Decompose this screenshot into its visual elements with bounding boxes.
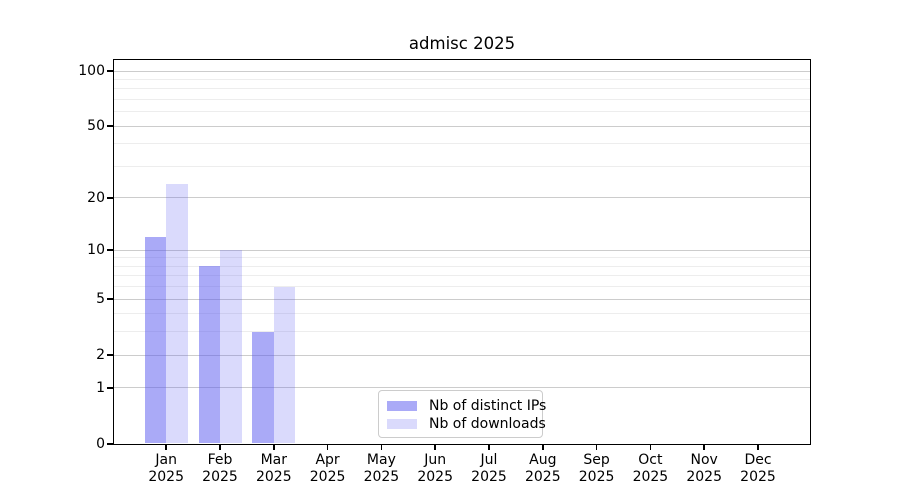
- x-tick-mark: [219, 444, 221, 450]
- minor-gridline: [114, 257, 810, 259]
- minor-gridline: [114, 331, 810, 333]
- x-tick-month: Aug: [529, 452, 557, 468]
- y-tick-label: 0: [96, 436, 105, 452]
- x-tick-mark: [542, 444, 544, 450]
- y-tick-label: 5: [96, 291, 105, 308]
- x-tick-month: Mar: [260, 452, 287, 468]
- x-tick-month: Jun: [424, 452, 447, 468]
- major-gridline: [114, 125, 810, 127]
- x-tick-label-oct: Oct 2025: [620, 452, 680, 486]
- x-tick-label-jun: Jun 2025: [405, 452, 465, 486]
- legend-row: Nb of downloads: [387, 415, 546, 433]
- x-tick-year: 2025: [202, 469, 238, 485]
- x-tick-year: 2025: [417, 469, 453, 485]
- x-tick-mark: [757, 444, 759, 450]
- x-tick-label-jan: Jan 2025: [136, 452, 196, 486]
- bar-distinct-ips-feb: [198, 266, 220, 443]
- minor-gridline: [114, 265, 810, 267]
- x-tick-month: Sep: [583, 452, 610, 468]
- y-tick-mark: [107, 70, 114, 72]
- x-tick-label-mar: Mar 2025: [244, 452, 304, 486]
- minor-gridline: [114, 313, 810, 315]
- x-tick-mark: [326, 444, 329, 450]
- legend-label: Nb of distinct IPs: [429, 398, 547, 414]
- bar-distinct-ips-jan: [144, 236, 167, 443]
- x-tick-month: Oct: [638, 452, 663, 468]
- minor-gridline: [114, 88, 810, 90]
- y-tick-mark: [107, 125, 114, 128]
- x-tick-month: Feb: [207, 452, 233, 468]
- y-tick-label: 2: [96, 347, 105, 364]
- x-tick-label-may: May 2025: [351, 452, 411, 486]
- x-tick-mark: [488, 444, 490, 450]
- chart-title: admisc 2025: [408, 34, 516, 53]
- x-tick-year: 2025: [148, 469, 184, 485]
- x-tick-year: 2025: [740, 469, 776, 485]
- x-tick-month: Dec: [744, 452, 772, 468]
- x-tick-month: May: [366, 452, 396, 468]
- y-tick-mark: [107, 354, 114, 356]
- x-tick-mark: [273, 444, 275, 450]
- y-tick-mark: [107, 249, 114, 251]
- x-tick-label-feb: Feb 2025: [190, 452, 250, 486]
- x-tick-year: 2025: [471, 469, 507, 485]
- x-tick-label-dec: Dec 2025: [728, 452, 788, 486]
- x-tick-year: 2025: [632, 469, 669, 485]
- x-tick-mark: [380, 444, 383, 450]
- x-tick-month: Jul: [480, 452, 498, 468]
- minor-gridline: [114, 143, 810, 145]
- x-tick-year: 2025: [686, 469, 722, 485]
- major-gridline: [114, 70, 810, 72]
- y-tick-mark: [107, 387, 114, 389]
- x-tick-label-nov: Nov 2025: [674, 452, 734, 486]
- plot-area: [113, 59, 811, 445]
- y-tick-mark: [107, 197, 114, 199]
- legend-swatch-icon: [387, 419, 417, 429]
- legend-row: Nb of distinct IPs: [387, 397, 546, 415]
- y-tick-mark: [107, 443, 114, 445]
- bar-downloads-mar: [273, 286, 296, 443]
- major-gridline: [114, 387, 810, 389]
- x-tick-year: 2025: [255, 469, 292, 485]
- minor-gridline: [114, 111, 810, 113]
- y-tick-label: 10: [87, 242, 105, 259]
- y-tick-label: 50: [87, 118, 105, 135]
- major-gridline: [114, 298, 810, 300]
- x-tick-label-aug: Aug 2025: [513, 452, 573, 486]
- x-tick-mark: [595, 444, 598, 450]
- legend: Nb of distinct IPs Nb of downloads: [378, 390, 546, 438]
- x-tick-mark: [703, 444, 705, 450]
- x-tick-month: Nov: [690, 452, 718, 468]
- bar-distinct-ips-mar: [252, 331, 274, 443]
- minor-gridline: [114, 275, 810, 277]
- x-tick-year: 2025: [578, 469, 615, 485]
- major-gridline: [114, 197, 810, 199]
- y-tick-label: 100: [78, 63, 105, 79]
- x-tick-year: 2025: [309, 469, 346, 485]
- x-tick-year: 2025: [524, 469, 561, 485]
- x-tick-month: Apr: [315, 452, 340, 468]
- y-tick-mark: [107, 298, 114, 300]
- minor-gridline: [114, 98, 810, 100]
- minor-gridline: [114, 165, 810, 167]
- minor-gridline: [114, 286, 810, 288]
- bar-downloads-feb: [220, 250, 242, 443]
- y-tick-label: 1: [96, 379, 105, 396]
- x-tick-month: Jan: [155, 452, 177, 468]
- x-tick-mark: [649, 444, 652, 450]
- major-gridline: [114, 354, 810, 356]
- x-tick-year: 2025: [363, 469, 400, 485]
- bar-downloads-jan: [166, 183, 188, 443]
- x-tick-mark: [434, 444, 436, 450]
- x-tick-label-jul: Jul 2025: [459, 452, 519, 486]
- y-tick-label: 20: [87, 189, 105, 206]
- x-tick-mark: [165, 444, 167, 450]
- major-gridline: [114, 249, 810, 251]
- legend-swatch-icon: [387, 401, 417, 411]
- x-tick-label-apr: Apr 2025: [298, 452, 358, 486]
- legend-label: Nb of downloads: [429, 416, 546, 432]
- minor-gridline: [114, 78, 810, 80]
- x-tick-label-sep: Sep 2025: [567, 452, 627, 486]
